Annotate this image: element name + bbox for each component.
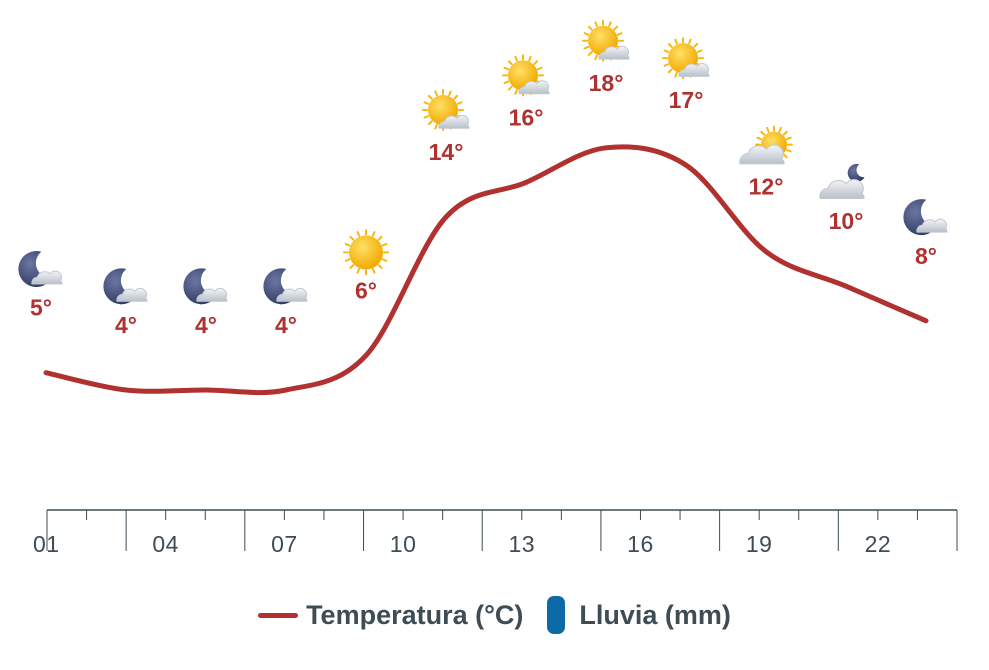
temp-label-3: 4° xyxy=(275,312,297,338)
temp-label-9: 12° xyxy=(749,174,784,200)
temp-label-4: 6° xyxy=(355,277,377,303)
temp-label-11: 8° xyxy=(915,243,937,269)
cloud-shape xyxy=(598,45,630,60)
temperature-labels: 5° 4° 4° 4° 6° 14° 16° 18° 17° 12° 10° 8° xyxy=(30,70,937,338)
moon-cloud-icon xyxy=(263,268,308,305)
moon-cloud-icon xyxy=(18,251,63,288)
sun-cloud-icon xyxy=(662,37,710,80)
temperature-line xyxy=(43,144,929,396)
cloud-shape xyxy=(116,287,148,302)
sun-cloud-icon xyxy=(422,89,470,131)
moon-shape xyxy=(847,163,865,182)
x-tick-label-04: 04 xyxy=(152,531,179,557)
x-axis: 01 04 07 10 13 16 19 22 xyxy=(33,509,958,557)
temp-label-10: 10° xyxy=(829,208,864,234)
cloud-shape xyxy=(819,179,865,199)
moon-cloud-icon xyxy=(103,268,148,305)
temp-label-8: 17° xyxy=(669,87,704,113)
legend-bar-swatch xyxy=(547,596,566,634)
cloud-shape xyxy=(916,218,948,233)
moon-cloud-icon xyxy=(183,268,228,305)
legend-item-rain[interactable]: Lluvia (mm) xyxy=(547,596,731,634)
sun-cloud-icon xyxy=(502,54,550,97)
temp-label-7: 18° xyxy=(589,70,624,96)
x-tick-label-13: 13 xyxy=(508,531,535,557)
temp-label-1: 4° xyxy=(115,312,137,338)
cloud-shape xyxy=(31,270,63,285)
x-tick-label-01: 01 xyxy=(33,531,60,557)
temp-label-5: 14° xyxy=(429,139,464,165)
cloud-shape xyxy=(196,287,228,302)
x-tick-label-16: 16 xyxy=(627,531,654,557)
x-tick-label-07: 07 xyxy=(271,531,298,557)
sun-disc xyxy=(349,235,383,270)
x-tick-label-22: 22 xyxy=(865,531,892,557)
cloud-shape xyxy=(276,287,308,302)
sun-cloud-icon xyxy=(582,19,630,62)
legend-rain-label: Lluvia (mm) xyxy=(579,599,731,630)
sun-rays xyxy=(343,229,389,276)
temperature-chart: 5° 4° 4° 4° 6° 14° 16° 18° 17° 12° 10° 8° 01 04 07 10 1… xyxy=(18,19,958,557)
x-tick-label-19: 19 xyxy=(746,531,773,557)
cloud-shape xyxy=(739,144,785,165)
cloud-shape xyxy=(438,114,470,129)
cloud-sun-icon xyxy=(739,125,793,165)
legend-temperature-label: Temperatura (°C) xyxy=(306,599,524,630)
temp-label-2: 4° xyxy=(195,312,217,338)
cloud-shape xyxy=(678,63,710,77)
temp-label-6: 16° xyxy=(509,104,544,130)
weather-icons xyxy=(18,19,948,305)
legend: Temperatura (°C) Lluvia (mm) xyxy=(0,590,989,640)
temp-label-0: 5° xyxy=(30,295,52,321)
x-tick-label-10: 10 xyxy=(390,531,417,557)
sun-icon xyxy=(343,229,389,276)
legend-item-temperature[interactable]: Temperatura (°C) xyxy=(258,600,523,631)
cloud-moon-icon xyxy=(819,163,865,199)
legend-line-swatch xyxy=(258,612,299,618)
cloud-shape xyxy=(518,80,550,95)
moon-cloud-icon xyxy=(903,199,948,236)
